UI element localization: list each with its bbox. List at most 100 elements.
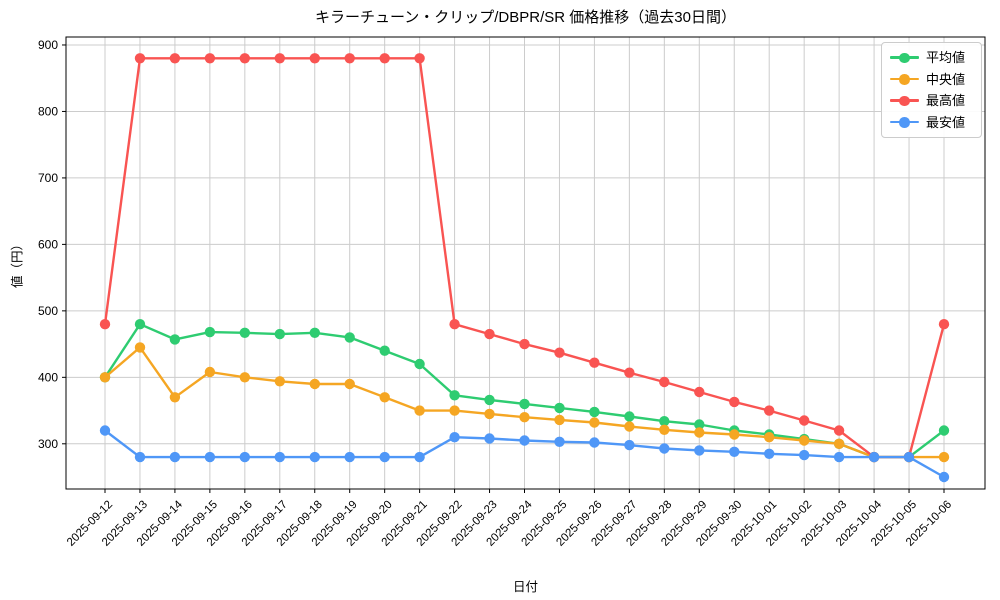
series-median: [99, 342, 950, 463]
series-average-point: [624, 411, 635, 422]
series-average-point: [309, 327, 320, 338]
series-min-point: [938, 471, 950, 483]
series-average-point: [659, 416, 670, 427]
y-axis-ticks: 300 400 500 600 700 800 900: [38, 38, 66, 451]
series-median-point: [554, 414, 565, 426]
series-min-point: [694, 445, 705, 456]
y-tick-label: 300: [38, 437, 58, 451]
series-min-point: [833, 451, 845, 463]
series-min-point: [414, 451, 425, 463]
line-dot-marker-icon: [890, 116, 919, 128]
line-dot-marker-icon: [890, 95, 919, 107]
series-median-point: [729, 429, 740, 440]
series-median-point: [449, 405, 460, 416]
series-max-point: [799, 415, 810, 426]
legend-label-max: 最高値: [926, 93, 966, 108]
series-min-point: [449, 432, 460, 443]
series-median-point: [589, 417, 600, 428]
series-median-point: [274, 376, 285, 387]
legend-item-average: 平均値: [890, 49, 973, 66]
line-dot-marker-icon: [890, 52, 919, 64]
series-median-point: [344, 378, 355, 390]
series-min-point: [379, 451, 390, 463]
series-min-point: [274, 451, 285, 463]
y-tick-label: 900: [38, 38, 58, 52]
y-tick-label: 600: [38, 237, 58, 251]
series-min-point: [239, 451, 250, 463]
x-axis-label: 日付: [512, 580, 538, 594]
series-max: [99, 53, 950, 463]
series-max-point: [589, 357, 600, 368]
series-median-point: [694, 427, 705, 438]
series-max-point: [204, 53, 216, 64]
series-min-point: [204, 451, 216, 463]
series-max-point: [99, 319, 111, 330]
series-median-point: [799, 435, 810, 446]
series-max-point: [833, 425, 845, 436]
series-average-point: [449, 390, 460, 401]
series-min-point: [903, 451, 915, 463]
series-max-point: [134, 53, 146, 64]
series-min-point: [134, 451, 146, 463]
series-median-point: [239, 372, 250, 383]
legend-item-min: 最安値: [890, 114, 973, 131]
y-axis-label: 値（円）: [10, 237, 25, 289]
series-min-point: [659, 443, 670, 454]
series-max-point: [484, 328, 495, 340]
series-max-point: [519, 338, 530, 350]
series-average-point: [519, 398, 530, 410]
series-min-point: [799, 449, 810, 461]
series-min-point: [169, 451, 181, 463]
series-max-point: [764, 405, 775, 416]
series-max-point: [694, 386, 705, 398]
series-min-point: [309, 451, 320, 463]
legend-label-median: 中央値: [926, 71, 966, 87]
series-min-point: [868, 451, 880, 463]
series-max-point: [309, 53, 320, 64]
series-min-point: [344, 451, 355, 463]
series-min-point: [484, 433, 495, 444]
series-average-point: [239, 327, 250, 338]
series-max-point: [624, 367, 635, 378]
series-max-point: [239, 53, 250, 64]
series-median-point: [833, 438, 845, 449]
legend-item-median: 中央値: [890, 71, 973, 88]
series-max-point: [659, 376, 670, 388]
x-axis-ticks: 2025-09-122025-09-132025-09-142025-09-15…: [65, 489, 954, 549]
series-average-point: [589, 406, 600, 418]
series-max-point: [449, 319, 460, 330]
series-average-point: [274, 328, 285, 340]
series-median-point: [99, 372, 111, 383]
series-median-point: [414, 405, 425, 416]
series-min-point: [764, 448, 775, 459]
grid-lines: [66, 37, 985, 489]
series-min-point: [729, 446, 740, 457]
series-median-point: [379, 392, 390, 403]
series-max-point: [274, 53, 285, 64]
series-median-point: [204, 366, 216, 378]
series-median-point: [764, 432, 775, 443]
series-max-point: [379, 53, 390, 64]
plot-border: [65, 36, 986, 490]
legend: 平均値 中央値 最高値 最安値: [881, 42, 982, 138]
series-average-point: [204, 326, 216, 338]
series-median-point: [309, 378, 320, 390]
series-max-point: [414, 53, 425, 64]
y-tick-label: 400: [38, 370, 58, 384]
series-average-point: [414, 358, 425, 370]
legend-label-average: 平均値: [926, 50, 966, 65]
series-average-point: [694, 419, 705, 430]
series-median-point: [169, 392, 181, 403]
series-median-point: [659, 424, 670, 435]
series-max-point: [169, 53, 181, 64]
series-min-point: [589, 437, 600, 448]
series-min-point: [554, 436, 565, 447]
series-median-point: [134, 342, 146, 353]
series-max-point: [554, 347, 565, 358]
series-min-point: [624, 439, 635, 451]
series-median-point: [519, 412, 530, 423]
y-tick-label: 800: [38, 104, 58, 118]
series-average-point: [938, 425, 950, 436]
